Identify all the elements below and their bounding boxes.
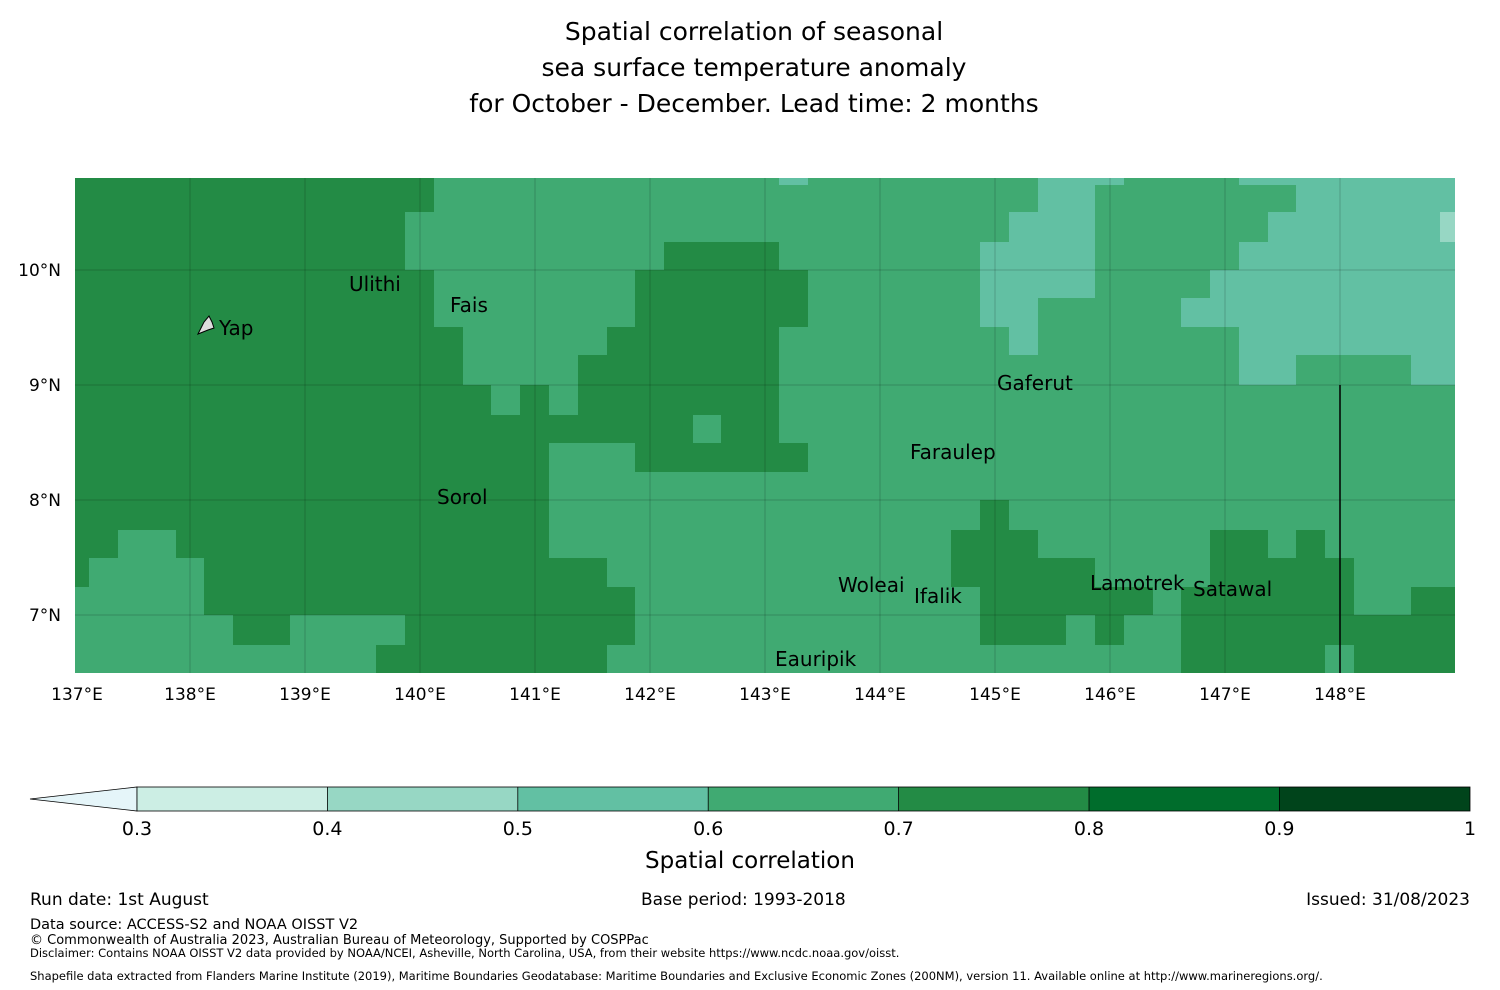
- place-label-gaferut: Gaferut: [997, 371, 1073, 395]
- place-label-faraulep: Faraulep: [910, 440, 996, 464]
- colorbar-segment-0.8-0.9: [1089, 787, 1280, 811]
- issued-date: Issued: 31/08/2023: [1306, 890, 1470, 910]
- region-moderate-patch: [434, 270, 463, 327]
- lon-label: 140°E: [394, 685, 446, 705]
- lon-label: 144°E: [854, 685, 906, 705]
- colorbar-tick: 1: [1464, 818, 1476, 840]
- colorbar-label: Spatial correlation: [645, 848, 855, 874]
- place-label-ulithi: Ulithi: [349, 272, 401, 296]
- lon-label: 147°E: [1199, 685, 1251, 705]
- map-area: [75, 178, 1455, 673]
- colorbar-tick: 0.3: [122, 818, 152, 840]
- data-source: Data source: ACCESS-S2 and NOAA OISST V2: [30, 917, 359, 933]
- lon-label: 142°E: [624, 685, 676, 705]
- place-label-woleai: Woleai: [838, 573, 905, 597]
- lat-label: 9°N: [29, 376, 61, 396]
- copyright: © Commonwealth of Australia 2023, Austra…: [30, 933, 649, 948]
- lon-label: 138°E: [164, 685, 216, 705]
- colorbar-tick: 0.6: [693, 818, 723, 840]
- colorbar-segment-0.4-0.5: [327, 787, 518, 811]
- lon-label: 146°E: [1084, 685, 1136, 705]
- region-low-correlation-north-sliver: [779, 178, 808, 185]
- place-label-yap: Yap: [218, 316, 253, 340]
- colorbar-segment-0.5-0.6: [517, 787, 709, 811]
- lat-label: 7°N: [29, 606, 61, 626]
- region-high-correlation-west: [75, 178, 808, 673]
- place-label-ifalik: Ifalik: [914, 584, 962, 608]
- title-line-2: sea surface temperature anomaly: [541, 53, 967, 82]
- title-line-3: for October - December. Lead time: 2 mon…: [469, 89, 1039, 118]
- colorbar-tick: 0.4: [312, 818, 342, 840]
- lon-label: 137°E: [51, 685, 103, 705]
- title-line-1: Spatial correlation of seasonal: [564, 17, 944, 46]
- lon-label: 143°E: [739, 685, 791, 705]
- latitude-axis: 10°N 9°N 8°N 7°N: [18, 261, 61, 626]
- colorbar-frame: [136, 786, 1471, 812]
- colorbar-tick: 0.8: [1074, 818, 1104, 840]
- region-low-correlation-far-east: [1181, 178, 1455, 385]
- place-label-satawal: Satawal: [1193, 577, 1272, 601]
- colorbar-extend-arrow: [29, 786, 138, 812]
- yap-island-shape: [196, 315, 215, 335]
- lon-label: 148°E: [1314, 685, 1366, 705]
- region-high-correlation-east: [951, 500, 1153, 645]
- place-label-sorol: Sorol: [437, 485, 488, 509]
- shapefile-credit: Shapefile data extracted from Flanders M…: [30, 969, 1323, 983]
- lon-label: 139°E: [279, 685, 331, 705]
- colorbar-segment-0.3-0.4: [137, 787, 328, 811]
- place-label-fais: Fais: [450, 293, 488, 317]
- place-label-eauripik: Eauripik: [775, 647, 857, 671]
- longitude-axis: 137°E 138°E 139°E 140°E 141°E 142°E 143°…: [51, 685, 1366, 705]
- place-labels: Ulithi Fais Yap Gaferut Faraulep Sorol W…: [218, 272, 1272, 671]
- colorbar-segment-0.7-0.8: [898, 787, 1089, 811]
- colorbar-segment-0.6-0.7: [708, 787, 899, 811]
- chart-title: Spatial correlation of seasonal sea surf…: [0, 14, 1500, 122]
- region-low-correlation-northeast: [980, 178, 1124, 355]
- region-high-correlation-southeast: [1181, 530, 1455, 673]
- base-period: Base period: 1993-2018: [641, 890, 846, 910]
- disclaimer: Disclaimer: Contains NOAA OISST V2 data …: [30, 946, 900, 960]
- colorbar-tick: 0.7: [883, 818, 913, 840]
- region-high-correlation-central: [721, 415, 750, 443]
- graticule: [75, 178, 1455, 673]
- lon-label: 145°E: [969, 685, 1021, 705]
- place-label-lamotrek: Lamotrek: [1090, 571, 1185, 595]
- region-lighter-cell: [1440, 212, 1455, 242]
- colorbar-tick: 0.5: [503, 818, 533, 840]
- colorbar: 0.3 0.4 0.5 0.6 0.7 0.8 0.9 1 Spatial co…: [29, 786, 1476, 874]
- colorbar-tick: 0.9: [1264, 818, 1294, 840]
- run-date: Run date: 1st August: [30, 890, 209, 910]
- region-high-correlation-southwest: [549, 558, 635, 673]
- region-moderate-notch: [693, 415, 721, 443]
- lon-label: 141°E: [509, 685, 561, 705]
- lat-label: 8°N: [29, 491, 61, 511]
- colorbar-segment-0.9-1: [1279, 787, 1470, 811]
- lat-label: 10°N: [18, 261, 61, 281]
